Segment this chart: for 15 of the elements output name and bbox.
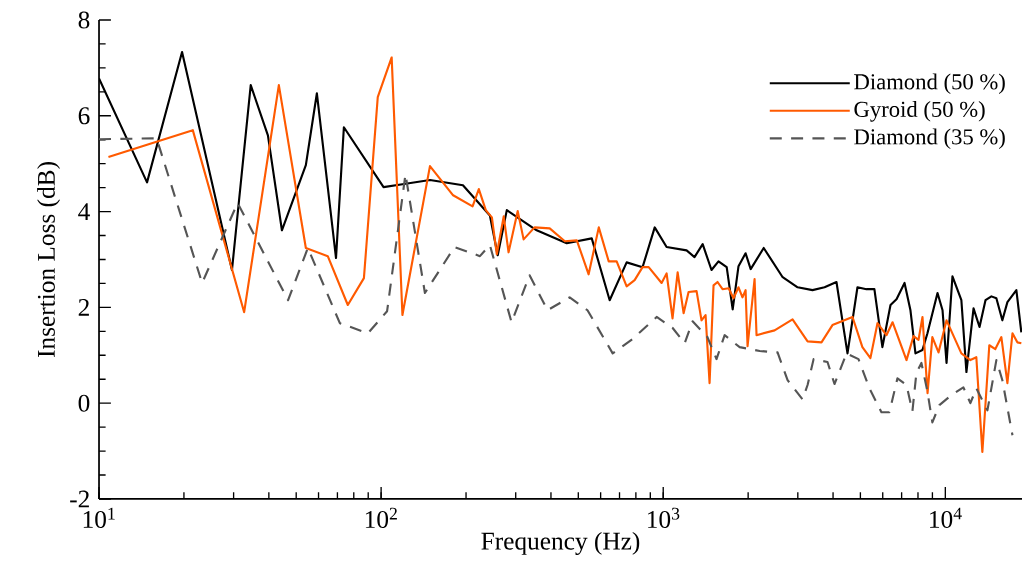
x-axis-title: Frequency (Hz) (481, 531, 640, 555)
y-tick-label: 8 (78, 11, 90, 29)
y-tick-label: -2 (70, 490, 89, 508)
legend-label: Diamond (50 %) (854, 73, 1005, 95)
y-axis-title: Insertion Loss (dB) (37, 162, 61, 358)
legend-label: Gyroid (50 %) (854, 101, 985, 122)
legend-label: Diamond (35 %) (854, 128, 1005, 150)
x-tick-label: 10$^{4}$ (930, 507, 962, 528)
y-tick-label: 4 (78, 203, 90, 220)
x-tick-label: 10$^{1}$ (83, 507, 115, 529)
y-tick-label: 2 (78, 299, 89, 316)
y-tick-label: 6 (78, 107, 90, 125)
x-tick-label: 10$^{2}$ (365, 507, 397, 529)
x-tick-label: 10$^{3}$ (648, 507, 680, 529)
y-tick-label: 0 (78, 394, 90, 412)
